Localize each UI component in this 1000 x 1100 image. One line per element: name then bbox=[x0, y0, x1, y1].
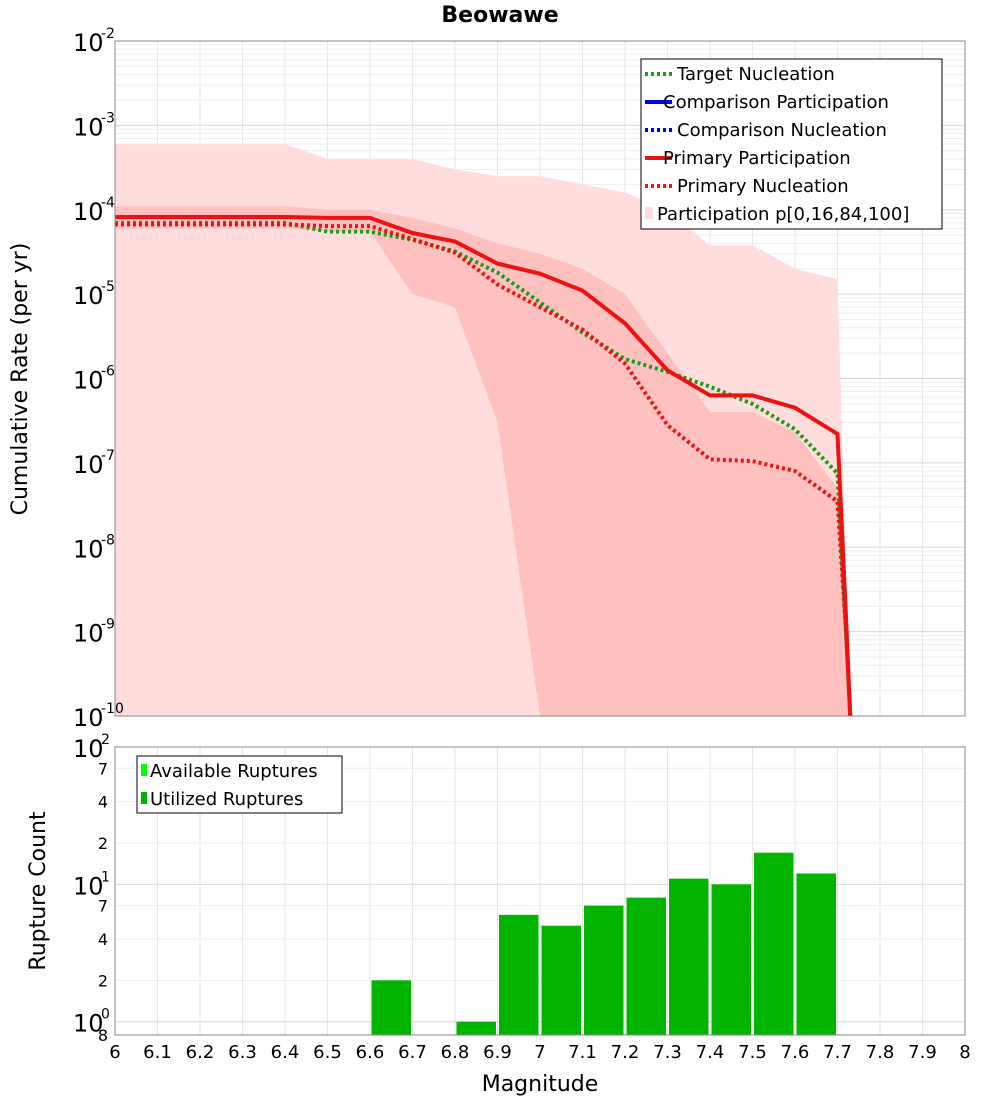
rupture-bar bbox=[456, 1021, 496, 1035]
y-tick-label-exponent: -9 bbox=[101, 617, 115, 633]
y-tick-label-exponent: -5 bbox=[101, 279, 115, 295]
y-minor-tick-label: 8 bbox=[98, 1026, 108, 1045]
x-tick-label: 7 bbox=[534, 1042, 545, 1063]
legend-swatch bbox=[141, 764, 147, 776]
y-tick-label-exponent: 0 bbox=[101, 1007, 110, 1023]
y-tick-label-base: 10 bbox=[73, 29, 104, 57]
y-tick-label-exponent: -7 bbox=[101, 448, 115, 464]
x-tick-label: 7.9 bbox=[908, 1042, 937, 1063]
rupture-bar bbox=[371, 980, 411, 1035]
series-line-primary-nucleation bbox=[115, 222, 853, 717]
x-tick-label: 7.8 bbox=[866, 1042, 895, 1063]
series-line-primary-participation bbox=[115, 215, 853, 717]
x-axis-label: Magnitude bbox=[482, 1072, 599, 1097]
x-tick-label: 7.7 bbox=[823, 1042, 852, 1063]
y-tick-label-exponent: 2 bbox=[101, 732, 110, 748]
rupture-bar bbox=[711, 884, 751, 1035]
bottom-y-axis-label: Rupture Count bbox=[26, 811, 51, 971]
x-tick-label: 7.6 bbox=[781, 1042, 810, 1063]
y-tick-label-base: 10 bbox=[73, 282, 104, 310]
cumulative-rate-panel: 10-210-310-410-510-610-710-810-910-10 Cu… bbox=[8, 26, 966, 732]
y-tick-label-base: 10 bbox=[73, 1010, 104, 1038]
rate-series-lines bbox=[115, 215, 853, 717]
x-tick-label: 6.1 bbox=[143, 1042, 172, 1063]
y-tick-label-base: 10 bbox=[73, 367, 104, 395]
y-tick-label-exponent: -4 bbox=[101, 195, 115, 211]
legend-entry-label: Participation p[0,16,84,100] bbox=[657, 204, 909, 225]
top-y-axis-label: Cumulative Rate (per yr) bbox=[8, 243, 33, 516]
rupture-bar bbox=[754, 852, 794, 1035]
legend-entry-label: Available Ruptures bbox=[150, 761, 318, 782]
bottom-plot-frame bbox=[114, 746, 966, 1036]
legend-box bbox=[136, 755, 343, 814]
y-minor-tick-label: 4 bbox=[98, 930, 108, 949]
legend-entry-label: Comparison Nucleation bbox=[677, 120, 887, 141]
x-tick-label: 6.2 bbox=[186, 1042, 215, 1063]
y-minor-tick-label: 7 bbox=[98, 897, 108, 916]
y-tick-label-exponent: -3 bbox=[101, 110, 115, 126]
legend-entry-label: Comparison Participation bbox=[663, 92, 889, 113]
x-tick-label: 6 bbox=[109, 1042, 120, 1063]
rupture-bar bbox=[626, 897, 666, 1035]
x-tick-label: 6.7 bbox=[398, 1042, 427, 1063]
x-tick-labels: 6 6.1 6.2 6.3 6.4 6.5 6.6 6.7 6.8 6.9 7 7.1 7.2 7.3 7.… bbox=[109, 1042, 970, 1063]
y-tick-label-base: 10 bbox=[73, 872, 104, 900]
y-tick-label-exponent: -8 bbox=[101, 532, 115, 548]
x-tick-label: 6.9 bbox=[483, 1042, 512, 1063]
y-tick-label-base: 10 bbox=[73, 620, 104, 648]
x-tick-label: 6.5 bbox=[313, 1042, 342, 1063]
rupture-bars bbox=[371, 852, 836, 1035]
y-minor-tick-label: 4 bbox=[98, 793, 108, 812]
legend-entry-label: Utilized Ruptures bbox=[150, 789, 303, 810]
bottom-legend: Available Ruptures Utilized Ruptures bbox=[136, 755, 343, 814]
rupture-bar bbox=[541, 925, 581, 1035]
y-tick-label-base: 10 bbox=[73, 535, 104, 563]
y-minor-tick-label: 2 bbox=[98, 971, 108, 990]
rupture-bar bbox=[499, 914, 539, 1035]
x-tick-label: 7.5 bbox=[738, 1042, 767, 1063]
band-inner bbox=[115, 206, 851, 716]
x-tick-label: 7.2 bbox=[611, 1042, 640, 1063]
x-tick-label: 8 bbox=[959, 1042, 970, 1063]
rupture-bar bbox=[669, 878, 709, 1035]
y-tick-label-exponent: -2 bbox=[101, 26, 115, 42]
x-tick-label: 6.3 bbox=[228, 1042, 257, 1063]
y-tick-label-base: 10 bbox=[73, 451, 104, 479]
y-minor-tick-label: 2 bbox=[98, 834, 108, 853]
x-tick-label: 7.1 bbox=[568, 1042, 597, 1063]
y-tick-label-base: 10 bbox=[73, 113, 104, 141]
y-tick-label-base: 10 bbox=[73, 735, 104, 763]
legend-entry-label: Target Nucleation bbox=[676, 64, 835, 85]
rupture-bar bbox=[796, 873, 836, 1035]
y-tick-label-exponent: -6 bbox=[101, 364, 115, 380]
legend-box bbox=[640, 58, 943, 230]
x-tick-label: 7.4 bbox=[696, 1042, 725, 1063]
participation-bands bbox=[115, 144, 851, 716]
x-tick-label: 6.6 bbox=[356, 1042, 385, 1063]
y-tick-label-exponent: -10 bbox=[101, 701, 124, 717]
legend-swatch bbox=[645, 207, 653, 219]
legend-entry-label: Primary Participation bbox=[663, 148, 851, 169]
legend-entry-label: Primary Nucleation bbox=[677, 176, 849, 197]
y-tick-label-base: 10 bbox=[73, 704, 104, 732]
chart-title: Beowawe bbox=[441, 3, 558, 28]
y-tick-label-base: 10 bbox=[73, 198, 104, 226]
rupture-bar bbox=[584, 905, 624, 1035]
x-tick-label: 6.8 bbox=[441, 1042, 470, 1063]
y-minor-tick-label: 7 bbox=[98, 759, 108, 778]
x-tick-label: 6.4 bbox=[271, 1042, 300, 1063]
top-y-tick-labels: 10-210-310-410-510-610-710-810-910-10 bbox=[73, 26, 124, 732]
y-tick-label-exponent: 1 bbox=[101, 869, 110, 885]
legend-swatch bbox=[141, 792, 147, 804]
top-legend: Target Nucleation Comparison Participatio… bbox=[640, 58, 943, 230]
top-plot-frame bbox=[114, 40, 966, 717]
x-tick-label: 7.3 bbox=[653, 1042, 682, 1063]
